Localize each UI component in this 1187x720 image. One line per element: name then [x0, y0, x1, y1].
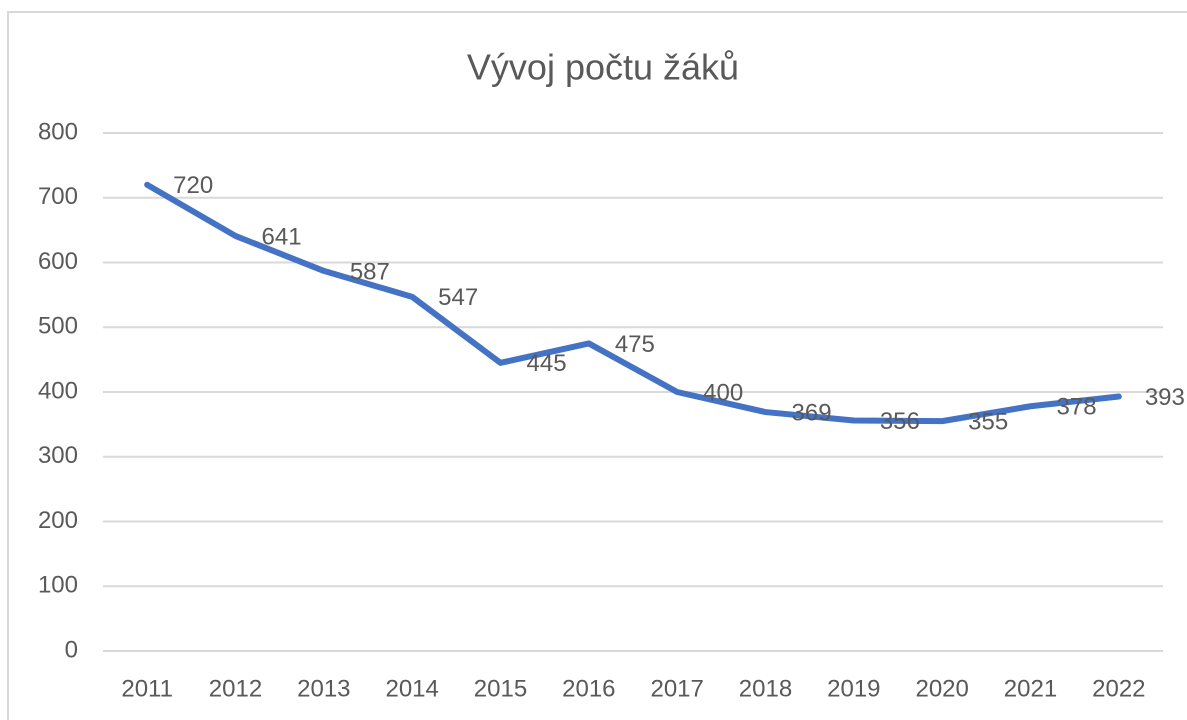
- x-tick-label: 2018: [739, 675, 792, 702]
- data-label: 369: [792, 399, 832, 426]
- data-label: 641: [262, 223, 302, 250]
- x-tick-label: 2016: [562, 675, 615, 702]
- x-tick-label: 2015: [474, 675, 527, 702]
- x-tick-label: 2017: [650, 675, 703, 702]
- x-tick-label: 2019: [827, 675, 880, 702]
- y-tick-label: 500: [38, 313, 78, 340]
- line-series: [144, 181, 1122, 425]
- data-label: 356: [880, 408, 920, 435]
- x-tick-label: 2013: [297, 675, 350, 702]
- data-label: 475: [615, 331, 655, 358]
- y-tick-label: 200: [38, 507, 78, 534]
- x-tick-label: 2022: [1092, 675, 1145, 702]
- x-tick-label: 2011: [121, 675, 173, 702]
- x-tick-label: 2021: [1004, 675, 1057, 702]
- chart-title: Vývoj počtu žáků: [467, 47, 739, 88]
- y-tick-label: 300: [38, 442, 78, 469]
- y-tick-label: 700: [38, 183, 78, 210]
- data-label: 720: [173, 172, 213, 199]
- y-tick-label: 100: [38, 572, 78, 599]
- x-tick-label: 2020: [915, 675, 968, 702]
- data-label: 378: [1057, 394, 1097, 421]
- chart-frame: [7, 11, 1187, 720]
- data-label: 587: [350, 258, 390, 285]
- y-tick-label: 400: [38, 377, 78, 404]
- data-label: 393: [1145, 384, 1185, 411]
- x-tick-label: 2012: [209, 675, 262, 702]
- y-tick-label: 0: [65, 636, 78, 663]
- y-tick-label: 600: [38, 248, 78, 275]
- data-label: 355: [968, 408, 1008, 435]
- x-tick-label: 2014: [385, 675, 438, 702]
- y-tick-label: 800: [38, 118, 78, 145]
- data-label: 547: [438, 284, 478, 311]
- data-label: 445: [527, 350, 567, 377]
- data-label: 400: [703, 379, 743, 406]
